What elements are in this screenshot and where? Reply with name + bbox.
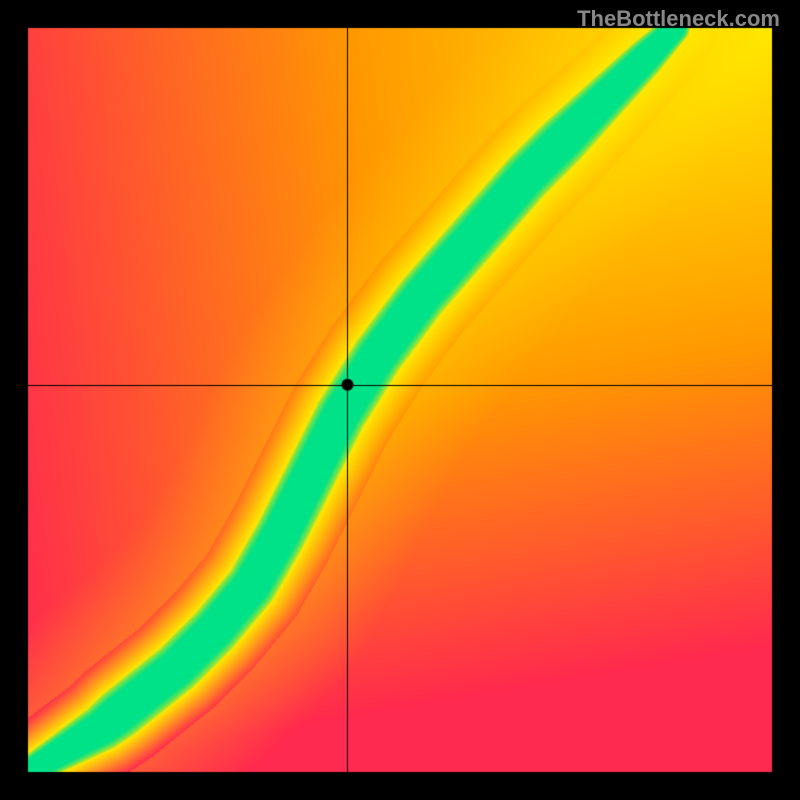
watermark-text: TheBottleneck.com [577, 6, 780, 32]
bottleneck-heatmap [0, 0, 800, 800]
chart-container: TheBottleneck.com [0, 0, 800, 800]
